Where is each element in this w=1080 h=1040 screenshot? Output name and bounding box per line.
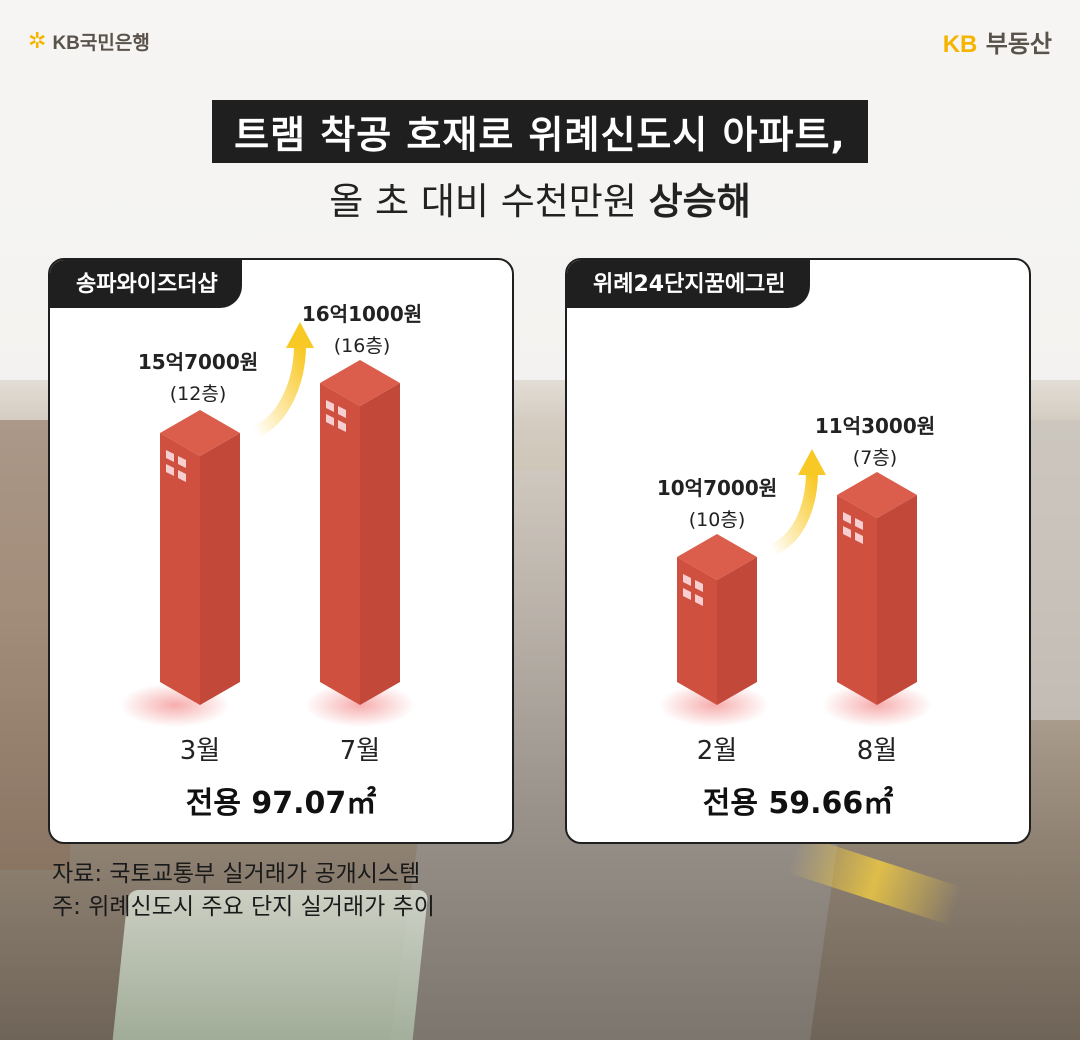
headline-line2: 올 초 대비 수천만원 상승해 [329,180,751,223]
building-before-top [677,534,757,580]
building-before-side [200,433,240,705]
building-after-front [837,495,877,705]
building-before-front [160,433,200,705]
complex-name-tab: 송파와이즈더샵 [50,260,242,308]
kb-realestate-logo: KB 부동산 [942,30,1052,58]
kb-bank-logo: ✲ KB국민은행 [28,29,150,54]
source-note: 자료: 국토교통부 실거래가 공개시스템 주: 위례신도시 주요 단지 실거래가… [52,858,435,924]
complex-name-tab: 위례24단지꿈에그린 [567,260,810,308]
building-illustration [120,322,415,727]
month-before: 2월 [696,736,738,766]
building-after-top [320,360,400,406]
kb-star-icon: ✲ [28,29,47,54]
increase-arrow [769,471,818,556]
building-after-top [837,472,917,518]
note-line: 주: 위례신도시 주요 단지 실거래가 추이 [52,894,435,920]
headline: 트램 착공 호재로 위례신도시 아파트, 올 초 대비 수천만원 상승해 [0,100,1080,225]
source-line: 자료: 국토교통부 실거래가 공개시스템 [52,861,421,887]
building-before-side [717,557,757,705]
building-before-windows [683,574,703,606]
building-after-side [877,495,917,705]
building-after-front [320,383,360,705]
complex-card-wirye24: 위례24단지꿈에그린 10억7 [565,258,1031,844]
building-after-windows [326,400,346,432]
building-glow [659,683,769,727]
building-illustration [659,449,932,727]
month-before: 3월 [179,736,221,766]
building-before-windows [166,450,186,482]
building-before-top [160,410,240,456]
increase-arrow-head [798,449,826,475]
price-after: 11억3000원 (7층) [814,414,936,469]
headline-line1: 트램 착공 호재로 위례신도시 아파트, [212,100,868,163]
price-after: 16억1000원 (16층) [301,302,423,357]
exclusive-area: 전용 59.66㎡ [702,786,894,821]
exclusive-area: 전용 97.07㎡ [185,786,377,821]
month-after: 8월 [856,736,898,766]
building-after-side [360,383,400,705]
increase-arrow-head [286,322,314,348]
month-after: 7월 [339,736,381,766]
building-after-windows [843,512,863,544]
increase-arrow [252,344,306,438]
price-before: 15억7000원 (12층) [137,350,259,405]
complex-card-songpa: 송파와이즈더샵 [48,258,514,844]
price-before: 10억7000원 (10층) [656,476,778,531]
